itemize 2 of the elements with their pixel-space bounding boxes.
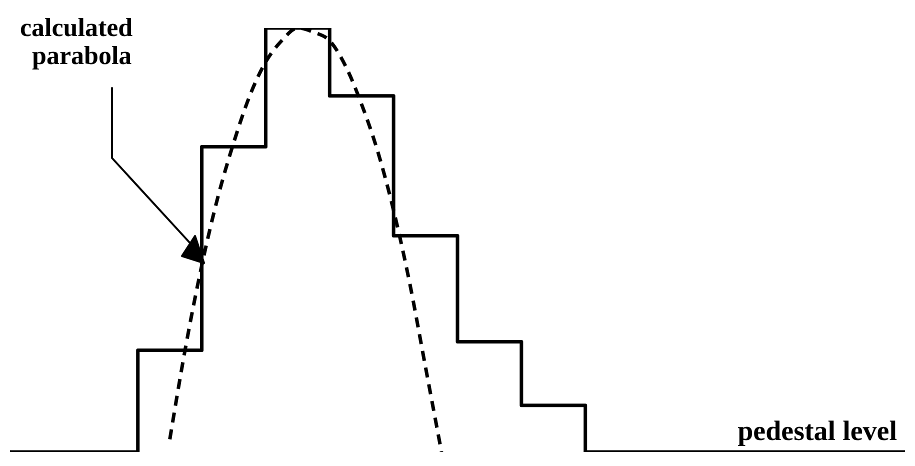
annotation: pedestal level <box>738 416 898 447</box>
annotation: calculated parabola <box>20 13 134 70</box>
